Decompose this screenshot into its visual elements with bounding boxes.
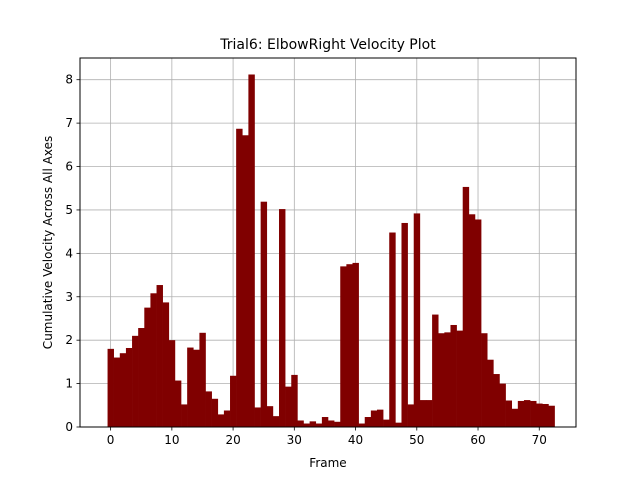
bar xyxy=(505,400,513,427)
bar xyxy=(162,302,170,427)
bar xyxy=(328,420,335,427)
x-axis-ticks: 0 10 20 30 40 50 60 70 xyxy=(107,427,547,447)
bar xyxy=(211,398,219,427)
bar xyxy=(187,347,194,427)
bar xyxy=(174,380,182,427)
bar xyxy=(376,409,384,427)
bar xyxy=(425,400,433,427)
bar xyxy=(248,74,255,428)
bar xyxy=(481,333,488,427)
bar xyxy=(432,314,439,427)
bar xyxy=(285,386,292,427)
bar xyxy=(138,328,145,427)
x-tick-label: 10 xyxy=(164,433,179,447)
bar xyxy=(236,128,243,427)
bar xyxy=(389,232,396,427)
bar xyxy=(468,214,476,427)
bar xyxy=(413,213,421,427)
bar xyxy=(279,209,286,427)
bar xyxy=(193,349,200,427)
bar xyxy=(444,332,451,427)
bar xyxy=(217,414,225,427)
bar xyxy=(309,421,317,427)
x-tick-label: 20 xyxy=(225,433,240,447)
bar xyxy=(156,285,163,427)
bar xyxy=(487,359,494,427)
bar xyxy=(119,353,127,427)
bar xyxy=(370,410,378,427)
y-axis-ticks: 0 1 2 3 4 5 6 7 8 xyxy=(65,73,80,434)
x-tick-label: 70 xyxy=(532,433,547,447)
bar xyxy=(334,421,341,427)
bar xyxy=(230,375,237,427)
x-tick-label: 40 xyxy=(348,433,363,447)
bar xyxy=(462,186,470,427)
bar xyxy=(297,420,304,427)
y-tick-label: 2 xyxy=(65,333,73,347)
bar xyxy=(530,400,537,427)
bar xyxy=(205,391,212,427)
bar xyxy=(352,262,359,427)
bar xyxy=(401,222,408,427)
bar xyxy=(450,324,457,427)
bar xyxy=(383,419,390,427)
bar xyxy=(113,357,121,427)
bar xyxy=(144,307,151,427)
bar xyxy=(291,374,298,427)
bar xyxy=(266,406,274,427)
bar xyxy=(542,403,549,427)
bar xyxy=(358,423,366,427)
x-tick-label: 30 xyxy=(287,433,302,447)
bar xyxy=(321,417,329,427)
y-tick-label: 4 xyxy=(65,246,73,260)
bar xyxy=(419,400,427,427)
bar xyxy=(523,400,531,427)
bar xyxy=(511,408,519,427)
bar xyxy=(315,423,323,427)
bar xyxy=(125,347,133,427)
bar xyxy=(395,422,402,427)
x-tick-label: 50 xyxy=(409,433,424,447)
bar xyxy=(260,201,268,427)
bar xyxy=(346,264,353,427)
bar xyxy=(168,340,176,427)
bar xyxy=(438,333,445,427)
bar xyxy=(107,348,114,427)
chart-title: Trial6: ElbowRight Velocity Plot xyxy=(219,37,436,53)
y-tick-label: 3 xyxy=(65,290,73,304)
bar-series xyxy=(107,74,555,428)
bar xyxy=(407,404,415,427)
y-tick-label: 7 xyxy=(65,116,73,130)
x-tick-label: 60 xyxy=(470,433,485,447)
y-tick-label: 1 xyxy=(65,377,73,391)
bar xyxy=(536,403,543,427)
bar xyxy=(223,410,231,427)
y-tick-label: 8 xyxy=(65,73,73,87)
bar xyxy=(340,266,347,427)
bar xyxy=(456,330,464,427)
y-tick-label: 5 xyxy=(65,203,73,217)
plot-frame xyxy=(79,57,577,428)
bar xyxy=(474,219,482,427)
bar xyxy=(150,293,157,427)
y-axis-label: Cumulative Velocity Across All Axes xyxy=(41,136,55,349)
y-tick-label: 6 xyxy=(65,160,73,174)
bar xyxy=(254,407,261,427)
bar xyxy=(517,400,525,427)
y-tick-label: 0 xyxy=(65,420,73,434)
bar xyxy=(181,404,188,427)
bar xyxy=(493,374,500,427)
x-tick-label: 0 xyxy=(107,433,115,447)
x-axis-label: Frame xyxy=(309,456,346,470)
bar xyxy=(272,416,280,427)
bar xyxy=(364,417,372,427)
bar xyxy=(132,335,139,427)
bar xyxy=(199,332,206,427)
bar xyxy=(548,405,555,427)
bar xyxy=(242,135,249,427)
bar xyxy=(303,423,310,427)
bar xyxy=(499,383,506,427)
